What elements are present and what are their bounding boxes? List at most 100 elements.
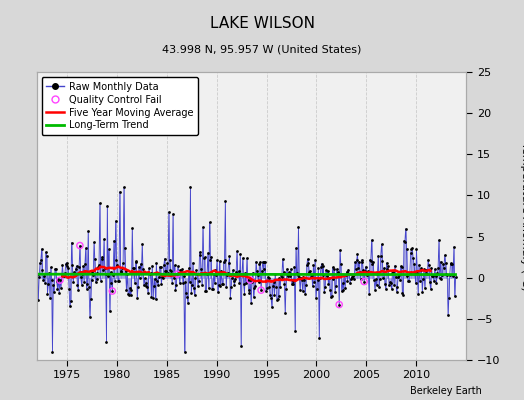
Point [142,280,150,287]
Point [388,270,397,277]
Point [407,250,415,256]
Point [135,264,143,270]
Point [48,277,56,284]
Point [88,277,96,284]
Point [351,259,359,265]
Point [340,272,348,278]
Point [444,312,452,318]
Point [102,270,110,277]
Point [95,261,103,268]
Point [234,272,242,279]
Point [158,274,166,280]
Point [233,248,241,254]
Point [435,275,444,282]
Point [344,266,353,273]
Point [98,254,106,260]
Point [245,290,254,296]
Point [120,184,128,191]
Point [34,297,42,303]
Point [200,254,209,260]
Point [430,278,438,285]
Point [73,282,82,289]
Point [343,268,351,275]
Point [67,297,75,304]
Point [443,272,451,278]
Point [103,202,112,209]
Point [427,264,435,271]
Point [269,279,278,286]
Point [212,272,221,278]
Point [209,285,217,292]
Point [38,246,46,252]
Point [79,263,88,270]
Point [353,257,361,264]
Point [349,272,357,279]
Point [157,281,166,287]
Point [325,275,333,281]
Point [72,265,80,272]
Point [335,301,343,308]
Point [244,286,253,293]
Point [299,288,307,294]
Point [224,269,232,276]
Point [402,246,411,252]
Point [170,262,179,268]
Point [197,266,205,272]
Point [194,283,202,289]
Point [365,291,373,298]
Point [435,237,443,243]
Point [141,282,150,289]
Point [397,263,405,270]
Point [302,262,311,268]
Point [62,261,70,267]
Point [448,260,456,267]
Point [316,274,324,281]
Point [37,257,45,264]
Point [235,280,244,287]
Point [334,269,343,276]
Point [91,256,99,262]
Point [207,254,215,260]
Point [257,287,265,293]
Point [116,188,124,195]
Point [193,271,201,277]
Point [204,285,213,292]
Point [259,266,268,272]
Point [45,270,53,276]
Point [99,267,107,274]
Point [309,283,317,289]
Point [428,272,436,279]
Legend: Raw Monthly Data, Quality Control Fail, Five Year Moving Average, Long-Term Tren: Raw Monthly Data, Quality Control Fail, … [41,77,198,135]
Point [220,259,228,266]
Point [218,280,226,287]
Point [112,218,120,224]
Point [61,270,69,276]
Point [328,293,336,299]
Point [92,279,100,286]
Point [92,276,101,282]
Point [199,224,207,230]
Point [343,278,352,285]
Point [322,267,330,274]
Point [398,290,407,296]
Point [314,265,323,271]
Point [237,342,245,349]
Point [217,268,225,274]
Point [97,256,106,262]
Point [241,270,249,276]
Point [210,271,218,277]
Point [172,282,180,288]
Point [287,266,295,272]
Point [436,258,445,265]
Point [128,225,136,231]
Point [138,241,146,247]
Point [364,268,373,274]
Point [133,295,141,302]
Point [391,274,400,280]
Point [78,271,86,277]
Point [121,245,129,251]
Point [395,272,403,278]
Point [288,281,296,287]
Point [357,276,365,282]
Point [221,198,230,204]
